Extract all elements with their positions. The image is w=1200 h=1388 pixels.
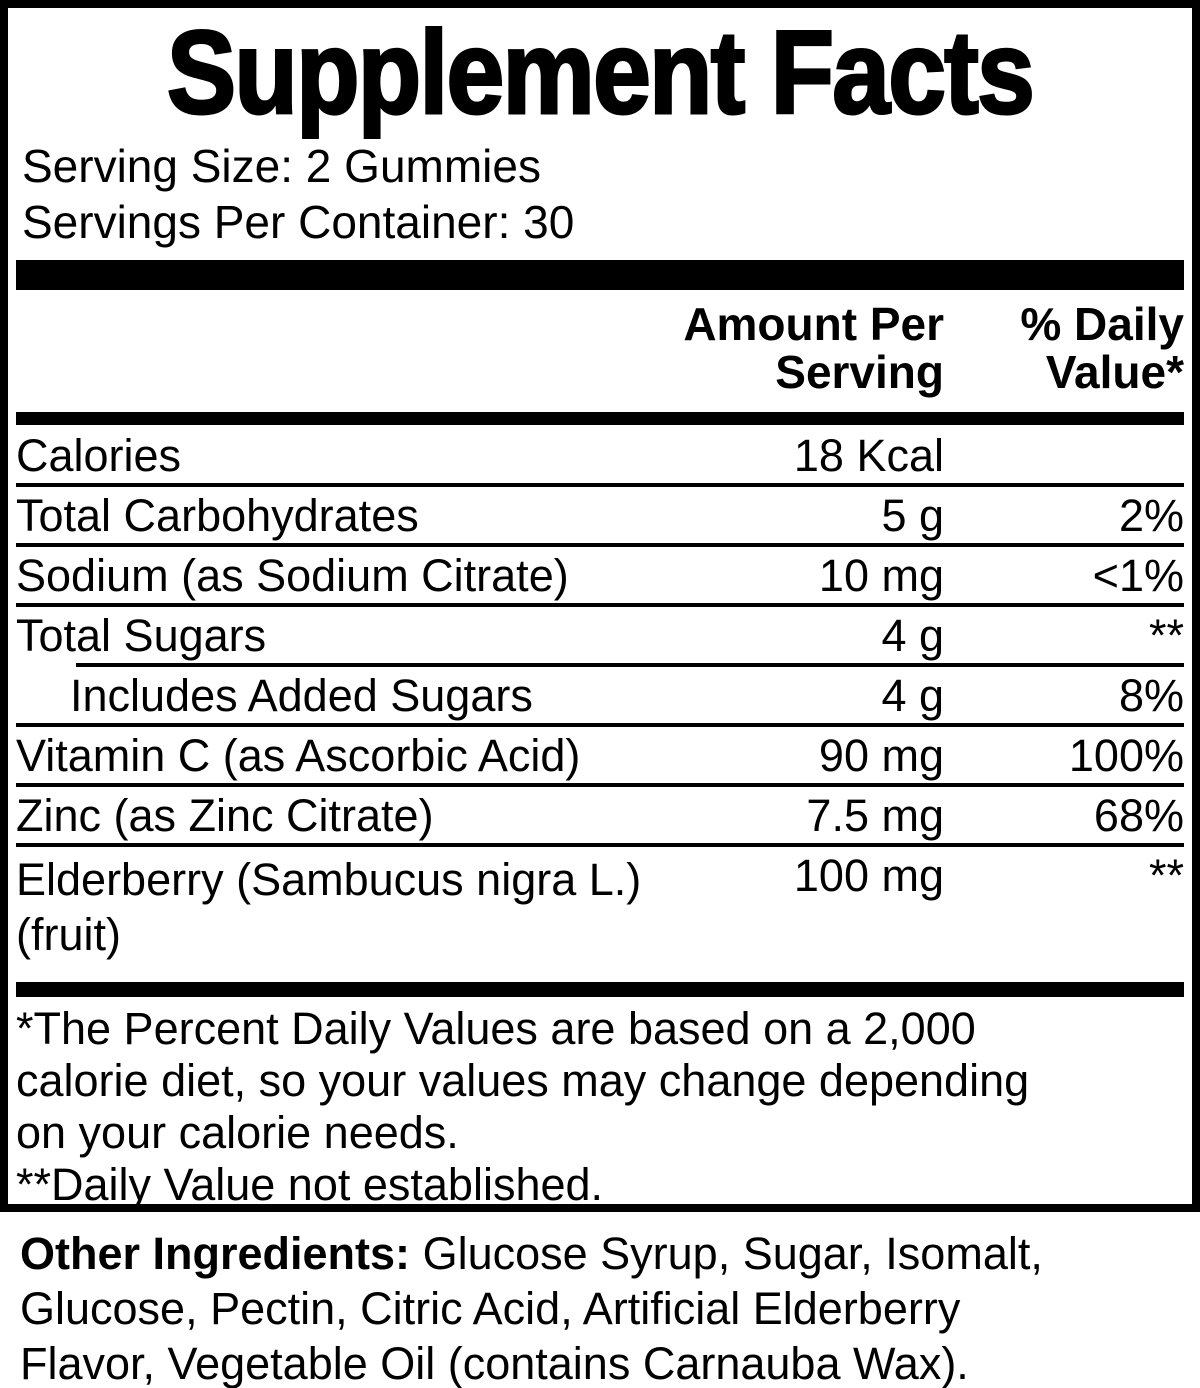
servings-per-container-line: Servings Per Container: 30 [22,195,575,248]
nutrient-amount: 100 mg [793,849,944,901]
nutrient-amount: 4 g [881,669,944,721]
panel-title: Supplement Facts [166,7,1037,139]
daily-value-footnote: *The Percent Daily Values are based on a… [16,1002,1184,1210]
nutrient-amount: 4 g [881,609,944,661]
separator-bar-top [16,259,1184,290]
table-row-total-sugars: Total Sugars 4 g ** [16,602,1184,663]
serving-info: Serving Size: 2 Gummies Servings Per Con… [16,138,1184,250]
table-row-calories: Calories 18 Kcal [16,425,1184,483]
table-row-added-sugars: Includes Added Sugars 4 g 8% [16,662,1184,723]
nutrient-daily-value: 68% [1093,789,1184,841]
table-row-zinc: Zinc (as Zinc Citrate) 7.5 mg 68% [16,782,1184,843]
table-row-elderberry: Elderberry (Sambucus nigra L.) (fruit) 1… [16,842,1184,976]
supplement-facts-panel: Supplement Facts Serving Size: 2 Gummies… [0,0,1200,1212]
serving-size-line: Serving Size: 2 Gummies [22,139,541,192]
table-header-spacer [16,300,664,396]
other-ingredients: Other Ingredients: Glucose Syrup, Sugar,… [20,1226,1200,1388]
other-ingredients-line: Flavor, Vegetable Oil (contains Carnauba… [20,1338,969,1388]
footnote-line: calorie diet, so your values may change … [16,1054,1030,1106]
nutrient-name: Vitamin C (as Ascorbic Acid) [16,729,581,781]
nutrient-daily-value: 100% [1068,729,1184,781]
nutrient-amount: 5 g [881,489,944,541]
footnote-line: on your calorie needs. [16,1106,459,1158]
separator-bar-header [16,411,1184,425]
nutrient-amount: 90 mg [818,729,944,781]
other-ingredients-label: Other Ingredients: [20,1228,411,1279]
nutrient-daily-value: ** [1148,849,1184,901]
other-ingredients-line: Glucose, Pectin, Citric Acid, Artificial… [20,1283,961,1334]
table-header-amount: Amount Per Serving [683,297,944,398]
separator-bar-footnote [16,981,1184,997]
footnote-line: *The Percent Daily Values are based on a… [16,1002,976,1054]
nutrient-name: Sodium (as Sodium Citrate) [16,549,569,601]
nutrient-name: Total Sugars [16,609,267,661]
nutrient-name: Includes Added Sugars [70,669,533,721]
nutrient-daily-value: 2% [1118,489,1184,541]
nutrient-amount: 7.5 mg [806,789,944,841]
nutrient-daily-value: ** [1148,609,1184,661]
nutrient-daily-value: <1% [1092,549,1184,601]
table-row-vitamin-c: Vitamin C (as Ascorbic Acid) 90 mg 100% [16,722,1184,783]
table-row-sodium: Sodium (as Sodium Citrate) 10 mg <1% [16,542,1184,603]
table-header-daily-value: % Daily Value* [1020,297,1184,398]
other-ingredients-line: Other Ingredients: Glucose Syrup, Sugar,… [20,1228,1043,1279]
footnote-line: **Daily Value not established. [16,1158,604,1210]
nutrient-name: Calories [16,429,182,481]
nutrient-daily-value: 8% [1118,669,1184,721]
nutrient-daily-value [944,432,1184,479]
nutrient-amount: 18 Kcal [793,429,944,481]
table-row-total-carbohydrates: Total Carbohydrates 5 g 2% [16,482,1184,543]
nutrient-name: Zinc (as Zinc Citrate) [16,789,434,841]
nutrient-name: Total Carbohydrates [16,489,419,541]
nutrient-name: Elderberry (Sambucus nigra L.) (fruit) [16,853,642,960]
table-header-row: Amount Per Serving % Daily Value* [16,300,1184,396]
nutrient-amount: 10 mg [818,549,944,601]
